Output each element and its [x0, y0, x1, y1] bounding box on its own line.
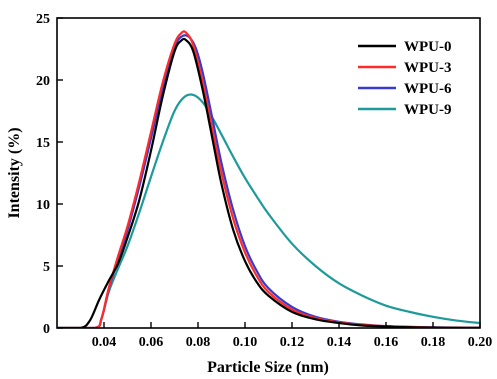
y-tick-label: 5: [43, 260, 50, 275]
y-tick-label: 10: [36, 198, 50, 213]
x-tick-label: 0.08: [186, 335, 211, 350]
plot-frame: [56, 17, 481, 329]
y-tick-label: 20: [36, 74, 50, 89]
series-line-wpu-9: [57, 93, 480, 328]
y-axis-title: Intensity (%): [6, 127, 23, 218]
legend-label-wpu-6: WPU-6: [404, 81, 452, 97]
y-tick-label: 25: [36, 12, 50, 27]
legend-label-wpu-3: WPU-3: [404, 60, 452, 76]
x-tick-label: 0.10: [233, 335, 258, 350]
plot-area: 0.04 0.06 0.08 0.10 0.12 0.14 0.16 0.18 0.20 0 5 1…: [36, 12, 492, 350]
series-line-wpu-6: [57, 34, 480, 328]
x-tick-label: 0.14: [327, 335, 352, 350]
x-tick-label: 0.20: [468, 335, 493, 350]
legend-label-wpu-9: WPU-9: [404, 102, 452, 118]
x-axis-title: Particle Size (nm): [207, 359, 329, 376]
legend-label-wpu-0: WPU-0: [404, 39, 452, 55]
x-tick-label: 0.04: [92, 335, 117, 350]
y-tick-label: 0: [43, 322, 50, 337]
x-axis-ticks: 0.04 0.06 0.08 0.10 0.12 0.14 0.16 0.18 0.20: [92, 322, 493, 350]
y-axis-ticks: 0 5 10 15 20 25: [36, 12, 63, 337]
x-tick-label: 0.12: [280, 335, 305, 350]
x-tick-label: 0.16: [374, 335, 399, 350]
legend: WPU-0 WPU-3 WPU-6 WPU-9: [358, 39, 452, 118]
x-tick-label: 0.06: [139, 335, 164, 350]
x-tick-label: 0.18: [421, 335, 446, 350]
series-line-wpu-0: [57, 37, 480, 328]
series-group: [57, 30, 480, 328]
y-tick-label: 15: [36, 136, 50, 151]
